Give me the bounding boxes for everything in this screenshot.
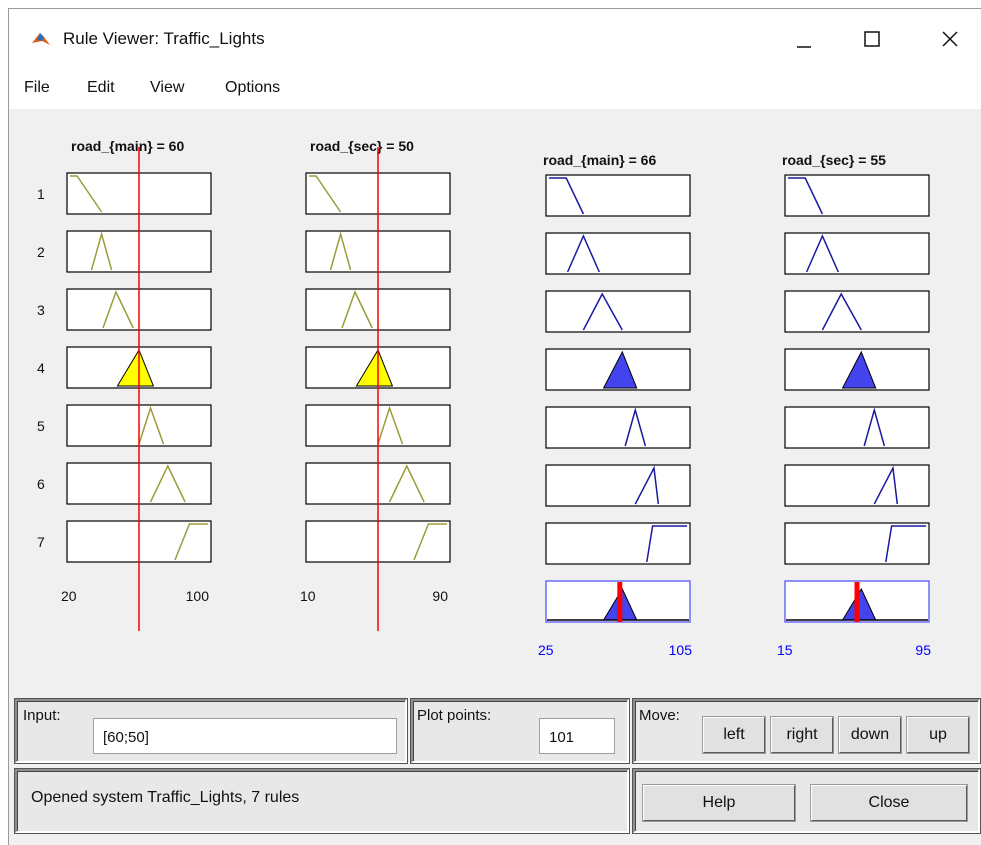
output-variable-label: road_{sec} = 55	[782, 152, 886, 168]
output-mf-box	[545, 522, 691, 565]
output-mf-box	[784, 406, 930, 449]
output-mf-curve	[548, 177, 585, 215]
input-mf-curve	[388, 464, 425, 503]
output-mf-box	[784, 522, 930, 565]
output-mf-box	[545, 174, 691, 217]
input-mf-curve	[90, 231, 113, 271]
range-max-label: 105	[669, 642, 693, 658]
input-mf-curve	[174, 523, 209, 561]
output-mf-box	[784, 232, 930, 275]
move-left-button[interactable]: left	[703, 717, 765, 753]
output-mf-fill	[602, 350, 638, 389]
output-mf-box	[784, 290, 930, 333]
rule-number: 6	[37, 476, 45, 492]
range-max-label: 90	[432, 588, 448, 604]
input-field[interactable]: [60;50]	[93, 718, 397, 754]
output-mf-curve	[805, 234, 839, 273]
output-mf-curve	[624, 407, 647, 447]
rule-number: 2	[37, 244, 45, 260]
rule-plot-canvas[interactable]: 1 2 3 4 5 6 7 road_{main} = 60 20 100 road_{sec} =…	[9, 109, 981, 693]
help-button[interactable]: Help	[643, 785, 795, 821]
minimize-button[interactable]	[773, 19, 833, 59]
plot-points-panel: Plot points: 101	[411, 699, 629, 763]
input-panel: Input: [60;50]	[15, 699, 407, 763]
output-mf-curve	[787, 177, 824, 215]
input-mf-curve	[341, 290, 373, 329]
input-mf-curve	[138, 405, 165, 445]
output-mf-curve	[582, 292, 623, 331]
title-bar: Rule Viewer: Traffic_Lights	[9, 9, 981, 69]
rule-number: 4	[37, 360, 45, 376]
output-mf-box	[545, 406, 691, 449]
input-mf-curve	[308, 175, 342, 213]
status-text: Opened system Traffic_Lights, 7 rules	[31, 789, 300, 806]
rule-viewer-window: Rule Viewer: Traffic_Lights File Edit Vi…	[8, 8, 981, 845]
menu-options[interactable]: Options	[225, 79, 281, 96]
menu-file[interactable]: File	[24, 79, 50, 96]
window-title: Rule Viewer: Traffic_Lights	[63, 29, 265, 48]
status-panel: Opened system Traffic_Lights, 7 rules	[15, 769, 629, 833]
close-window-button[interactable]	[919, 19, 979, 59]
input-mf-curve	[149, 464, 186, 503]
rule-number: 7	[37, 534, 45, 550]
output-mf-box	[545, 464, 691, 507]
move-panel: Move: left right down up	[633, 699, 980, 763]
output-mf-curve	[634, 465, 660, 505]
input-variable-label: road_{main} = 60	[71, 138, 184, 154]
input-variable-label: road_{sec} = 50	[310, 138, 414, 154]
move-up-button[interactable]: up	[907, 717, 969, 753]
rule-number: 1	[37, 186, 45, 202]
help-close-panel: Help Close	[633, 769, 980, 833]
input-mf-curve	[377, 405, 404, 445]
output-mf-curve	[566, 234, 600, 273]
input-mf-curve	[329, 231, 352, 271]
output-mf-box	[784, 464, 930, 507]
input-mf-fill	[116, 348, 155, 387]
rule-number: 3	[37, 302, 45, 318]
range-min-label: 25	[538, 642, 554, 658]
move-down-button[interactable]: down	[839, 717, 901, 753]
rule-plot-area[interactable]: 1 2 3 4 5 6 7 road_{main} = 60 20 100 road_{sec} =…	[9, 109, 981, 693]
output-mf-fill	[841, 350, 877, 389]
menu-edit[interactable]: Edit	[87, 79, 115, 96]
menu-view[interactable]: View	[150, 79, 185, 96]
range-min-label: 10	[300, 588, 316, 604]
input-mf-curve	[413, 523, 448, 561]
output-mf-curve	[885, 525, 927, 563]
close-button[interactable]: Close	[811, 785, 967, 821]
output-mf-curve	[873, 465, 899, 505]
output-mf-box	[545, 290, 691, 333]
output-mf-curve	[821, 292, 862, 331]
range-max-label: 100	[186, 588, 210, 604]
maximize-button[interactable]	[841, 19, 901, 59]
output-mf-curve	[863, 407, 886, 447]
output-variable-label: road_{main} = 66	[543, 152, 656, 168]
output-mf-box	[784, 174, 930, 217]
input-mf-curve	[69, 175, 103, 213]
input-mf-curve	[102, 290, 134, 329]
input-label: Input:	[23, 707, 61, 724]
range-min-label: 20	[61, 588, 77, 604]
output-mf-curve	[646, 525, 688, 563]
rule-number: 5	[37, 418, 45, 434]
menu-bar: File Edit View Options	[9, 69, 981, 109]
move-right-button[interactable]: right	[771, 717, 833, 753]
matlab-icon	[31, 29, 51, 49]
move-label: Move:	[639, 707, 680, 724]
plot-points-field[interactable]: 101	[539, 718, 615, 754]
range-max-label: 95	[915, 642, 931, 658]
input-mf-fill	[355, 348, 394, 387]
plot-points-label: Plot points:	[417, 707, 492, 724]
output-mf-box	[545, 232, 691, 275]
range-min-label: 15	[777, 642, 793, 658]
